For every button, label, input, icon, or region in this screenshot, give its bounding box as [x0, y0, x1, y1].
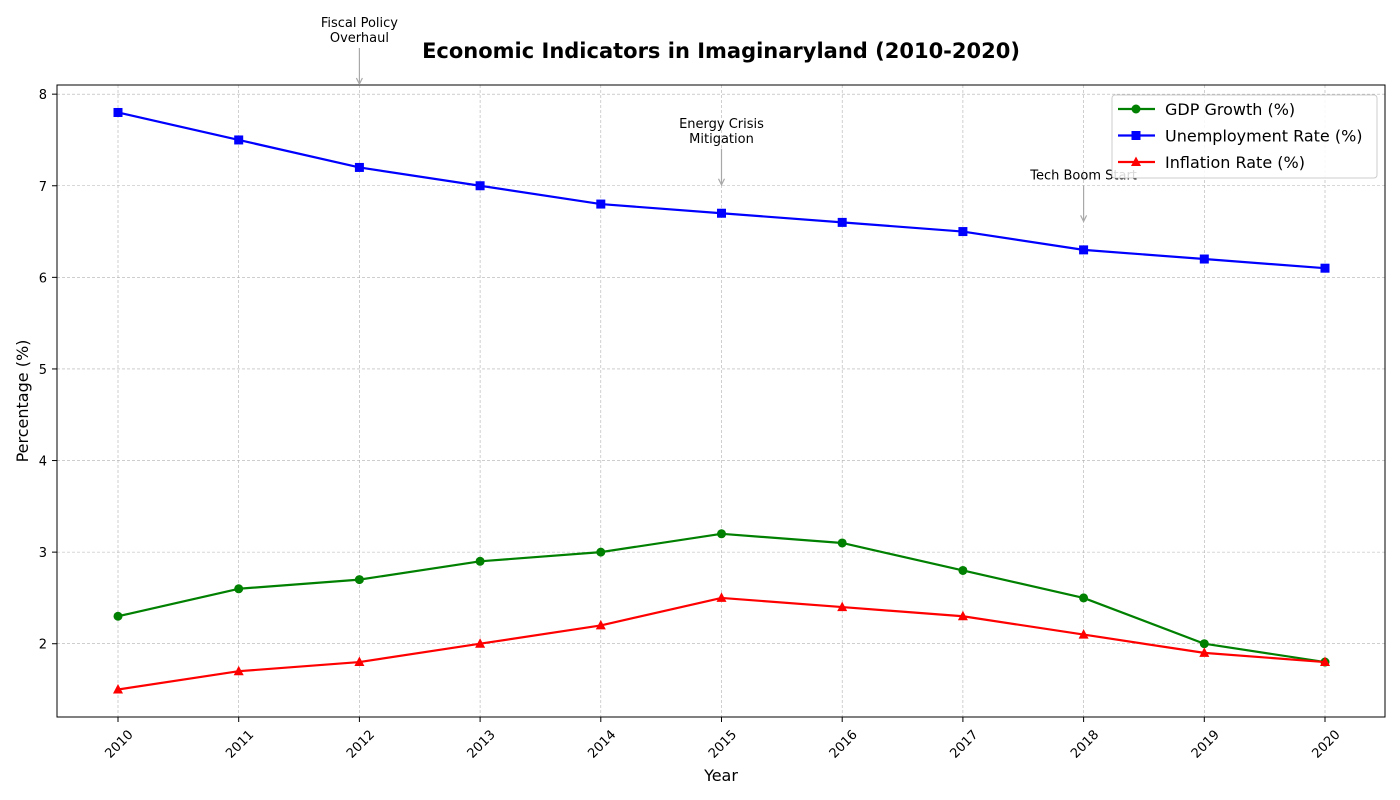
x-tick-label: 2015 [706, 728, 740, 762]
data-point [1199, 639, 1209, 649]
data-point [837, 601, 848, 612]
annotation-text: Overhaul [330, 31, 389, 46]
data-point [716, 592, 727, 602]
legend-label: Inflation Rate (%) [1165, 153, 1305, 172]
data-point [596, 199, 606, 209]
x-tick-label: 2019 [1189, 728, 1223, 762]
legend-item: Inflation Rate (%) [1118, 153, 1305, 172]
data-point [234, 135, 244, 145]
series-1 [113, 107, 1330, 273]
annotation-text: Energy Crisis [679, 117, 764, 132]
legend-marker [1131, 156, 1141, 166]
x-tick-label: 2018 [1068, 728, 1102, 762]
data-point [1079, 593, 1089, 603]
annotation-text: Fiscal Policy [321, 16, 398, 31]
x-tick-label: 2012 [344, 728, 378, 762]
y-tick-label: 2 [39, 638, 47, 653]
y-tick-label: 7 [39, 180, 47, 195]
data-point [113, 107, 123, 117]
legend-label: GDP Growth (%) [1165, 100, 1295, 119]
annotation-arrowhead [717, 178, 726, 187]
data-point [113, 684, 123, 694]
y-axis-label: Percentage (%) [13, 340, 32, 463]
legend-marker [1131, 104, 1141, 114]
data-point [475, 556, 485, 566]
y-tick-label: 5 [39, 363, 47, 378]
data-point [1320, 656, 1330, 667]
y-tick-label: 4 [39, 455, 47, 470]
data-point [354, 656, 365, 667]
x-tick-label: 2013 [465, 728, 499, 762]
x-tick-label: 2016 [827, 728, 861, 762]
x-tick-label: 2014 [585, 728, 619, 762]
data-point [1079, 245, 1089, 255]
axis-ticks: 2010 2011 2012 2013 2014 2015 2016 2017 2018 2019… [39, 88, 1344, 761]
y-tick-label: 6 [39, 271, 47, 286]
x-tick-label: 2011 [223, 728, 257, 762]
legend: GDP Growth (%) Unemployment Rate (%) Infla… [1111, 94, 1378, 179]
data-point [717, 208, 726, 218]
data-point [717, 529, 726, 539]
legend-item: GDP Growth (%) [1118, 100, 1295, 119]
annotation-arrowhead [355, 77, 363, 86]
series-0 [113, 529, 1330, 667]
data-point [837, 217, 847, 227]
annotation-arrowhead [1080, 215, 1088, 223]
y-tick-label: 3 [39, 546, 47, 561]
x-tick-label: 2020 [1310, 728, 1344, 762]
data-point [958, 565, 968, 575]
y-tick-label: 8 [39, 88, 47, 103]
data-point [595, 619, 606, 630]
data-point [354, 575, 364, 585]
grid [57, 85, 1385, 717]
x-axis-label: Year [703, 766, 738, 785]
legend-label: Unemployment Rate (%) [1165, 127, 1363, 146]
data-point [233, 665, 244, 676]
data-point [596, 547, 606, 557]
data-point [1199, 254, 1209, 264]
annotation-text: Tech Boom Start [1029, 168, 1137, 183]
data-point [1320, 263, 1330, 273]
data-point [837, 538, 847, 548]
legend-frame [1111, 94, 1378, 179]
legend-item: Unemployment Rate (%) [1118, 127, 1363, 146]
annotation-text: Mitigation [689, 132, 754, 147]
data-point [1199, 647, 1210, 657]
annotation: Tech Boom Start [1029, 168, 1137, 223]
data-point [475, 181, 485, 191]
x-tick-label: 2017 [947, 728, 981, 762]
data-point [1078, 629, 1089, 639]
data-point [475, 638, 486, 648]
series-lines [113, 107, 1330, 694]
data-point [234, 584, 244, 594]
chart-title: Economic Indicators in Imaginaryland (20… [422, 39, 1020, 63]
legend-marker [1131, 131, 1141, 140]
data-point [957, 610, 968, 621]
series-2 [113, 592, 1330, 694]
data-point [354, 162, 364, 172]
data-point [113, 611, 123, 621]
data-point [958, 227, 968, 237]
x-tick-label: 2010 [103, 728, 137, 762]
